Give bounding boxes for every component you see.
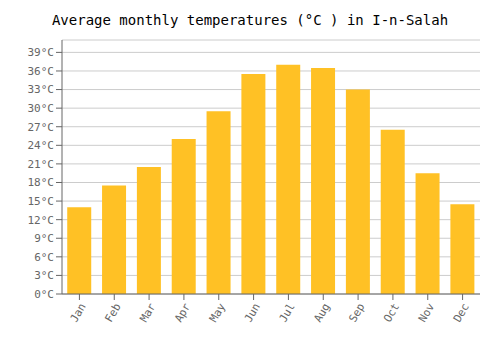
svg-text:36°C: 36°C [28, 65, 55, 78]
svg-text:39°C: 39°C [28, 46, 55, 59]
svg-text:May: May [207, 301, 228, 325]
svg-text:21°C: 21°C [28, 158, 55, 171]
svg-text:6°C: 6°C [34, 251, 54, 264]
svg-text:Dec: Dec [451, 301, 472, 325]
svg-text:Oct: Oct [381, 301, 402, 325]
svg-text:Jun: Jun [242, 301, 263, 325]
svg-text:30°C: 30°C [28, 102, 55, 115]
svg-text:15°C: 15°C [28, 195, 55, 208]
svg-text:3°C: 3°C [34, 269, 54, 282]
svg-text:Nov: Nov [416, 301, 437, 325]
svg-text:Mar: Mar [137, 301, 158, 325]
svg-text:18°C: 18°C [28, 176, 55, 189]
svg-text:0°C: 0°C [34, 288, 54, 301]
svg-text:Aug: Aug [311, 301, 332, 325]
svg-text:Jan: Jan [68, 301, 89, 325]
svg-text:27°C: 27°C [28, 121, 55, 134]
svg-text:Apr: Apr [172, 301, 193, 325]
svg-text:33°C: 33°C [28, 83, 55, 96]
svg-text:Feb: Feb [102, 301, 123, 325]
svg-text:Jul: Jul [277, 301, 298, 325]
svg-text:Sep: Sep [346, 301, 367, 325]
svg-text:12°C: 12°C [28, 214, 55, 227]
html-text:Average monthly temperatures (: Average monthly temperatures (°C ) in I-… [51, 12, 449, 28]
svg-text:9°C: 9°C [34, 232, 54, 245]
svg-text:24°C: 24°C [28, 139, 55, 152]
